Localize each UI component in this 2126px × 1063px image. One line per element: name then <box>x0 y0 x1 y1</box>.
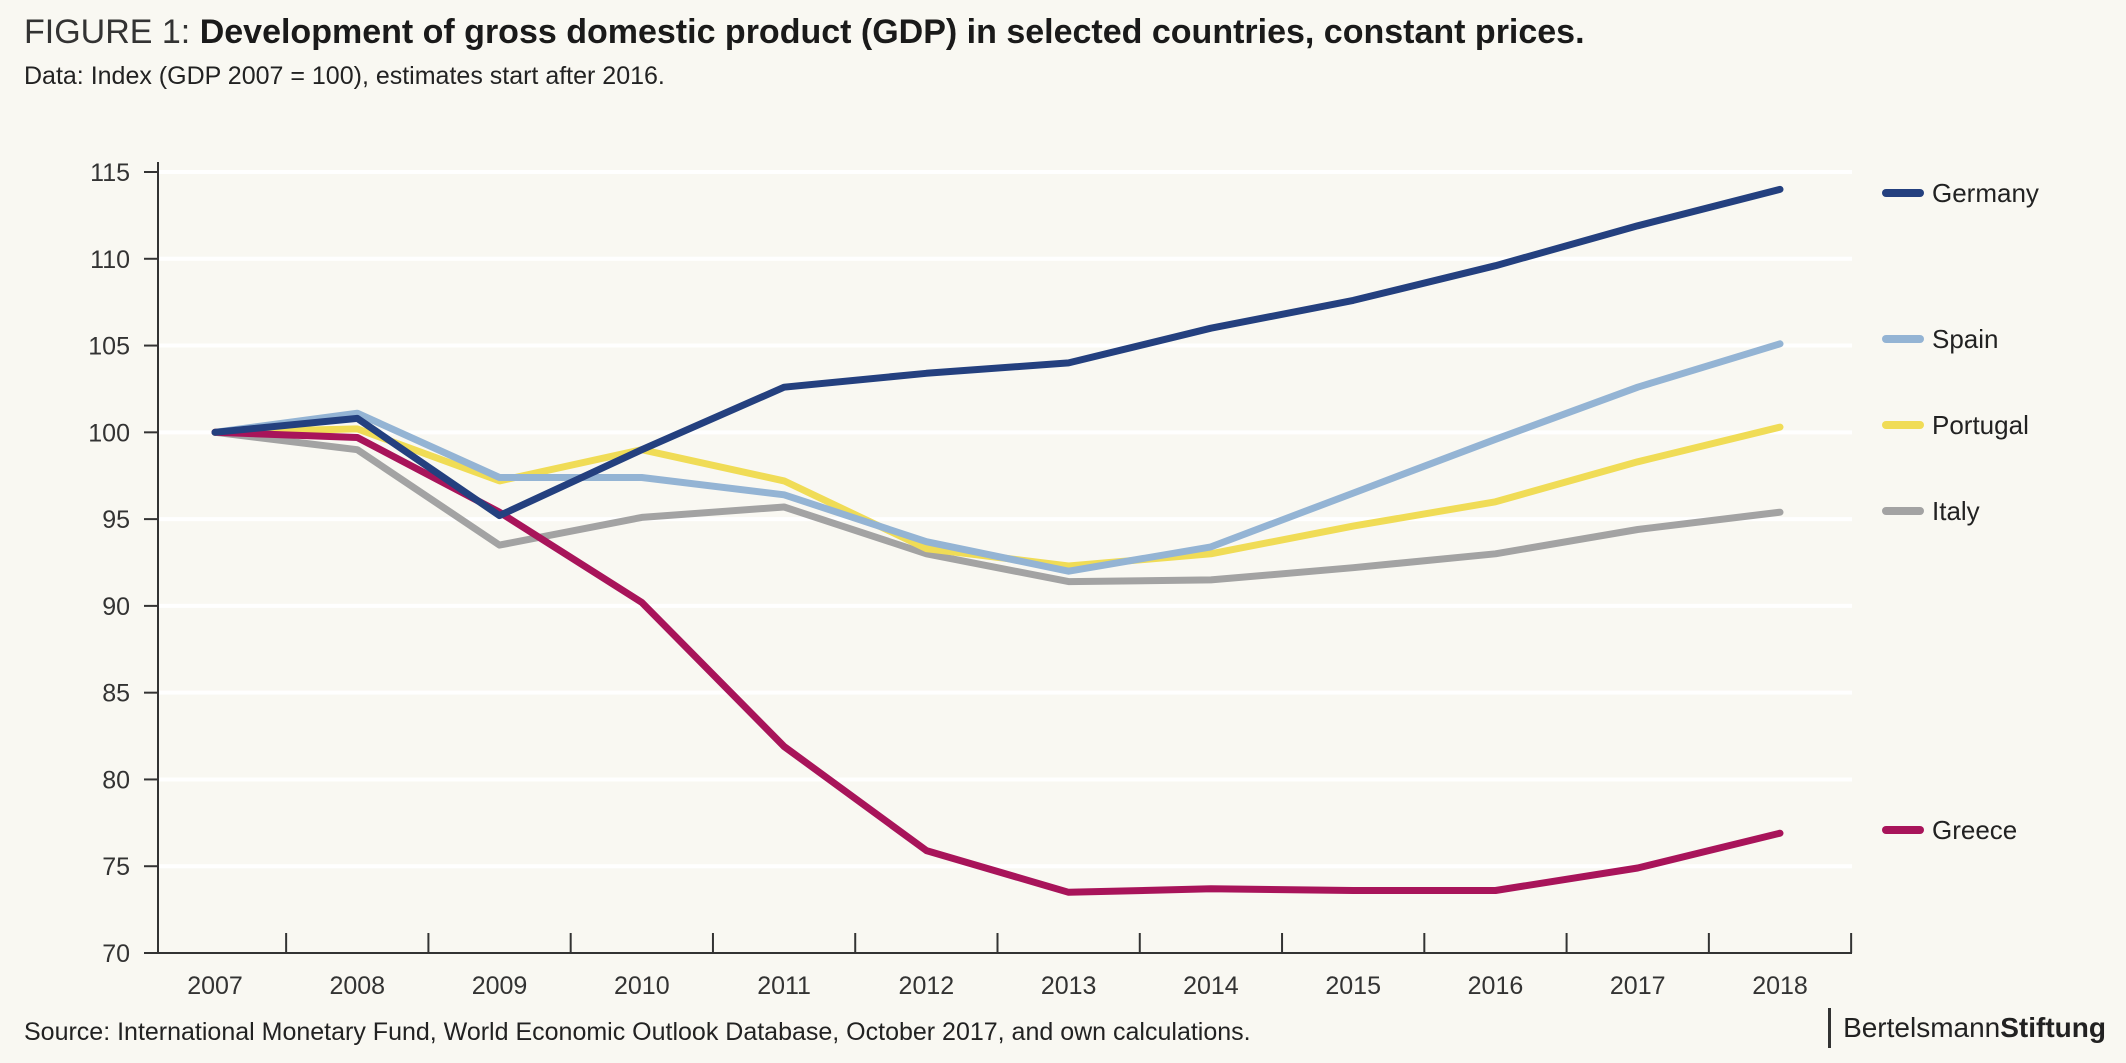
legend: Germany Spain Portugal Italy Greece <box>1882 178 2039 845</box>
x-tick-label-2015: 2015 <box>1325 972 1381 1000</box>
brand-part2: Stiftung <box>2000 1012 2106 1043</box>
brand-part1: Bertelsmann <box>1843 1012 2001 1043</box>
figure-prefix: FIGURE 1: <box>24 13 191 51</box>
y-tick-label-80: 80 <box>102 766 130 794</box>
y-tick-label-110: 110 <box>90 246 130 274</box>
figure-title: FIGURE 1: Development of gross domestic … <box>24 10 1585 54</box>
y-tick-label-70: 70 <box>102 940 130 968</box>
x-tick-label-2016: 2016 <box>1468 972 1524 1000</box>
y-tick-label-85: 85 <box>102 680 130 708</box>
y-tick-label-100: 100 <box>88 419 130 447</box>
series-line-greece <box>211 428 1784 896</box>
x-tick-label-2008: 2008 <box>329 972 385 1000</box>
x-tick-label-2010: 2010 <box>614 972 670 1000</box>
x-tick-label-2017: 2017 <box>1610 972 1666 1000</box>
legend-label-portugal: Portugal <box>1932 410 2029 440</box>
x-tick-label-2009: 2009 <box>472 972 528 1000</box>
legend-label-italy: Italy <box>1932 496 1980 526</box>
axes: 70 75 80 85 90 95 100 105 110 115 2007 2008 2009 2010… <box>88 159 1853 1000</box>
legend-label-germany: Germany <box>1932 178 2039 208</box>
y-tick-label-115: 115 <box>90 159 130 187</box>
source-note: Source: International Monetary Fund, Wor… <box>24 1018 1251 1046</box>
series-lines <box>211 185 1784 896</box>
x-tick-label-2011: 2011 <box>757 972 811 1000</box>
x-tick-label-2013: 2013 <box>1041 972 1097 1000</box>
x-tick-label-2007: 2007 <box>187 972 243 1000</box>
x-tick-label-2014: 2014 <box>1183 972 1239 1000</box>
figure-title-text: Development of gross domestic product (G… <box>199 13 1585 51</box>
legend-label-greece: Greece <box>1932 815 2017 845</box>
x-tick-label-2018: 2018 <box>1752 972 1808 1000</box>
y-tick-label-90: 90 <box>102 593 130 621</box>
y-tick-label-105: 105 <box>88 333 130 361</box>
figure-subtitle: Data: Index (GDP 2007 = 100), estimates … <box>24 62 665 90</box>
legend-label-spain: Spain <box>1932 324 1999 354</box>
line-chart: 70 75 80 85 90 95 100 105 110 115 2007 2008 2009 2010… <box>88 159 2039 1000</box>
series-line-germany <box>211 185 1784 520</box>
brand-logo: Bertelsmann Stiftung <box>1828 1008 2106 1048</box>
series-line-spain <box>211 340 1784 575</box>
y-tick-label-75: 75 <box>102 853 130 881</box>
y-tick-label-95: 95 <box>102 506 130 534</box>
grid-lines <box>158 170 1852 869</box>
x-tick-label-2012: 2012 <box>899 972 955 1000</box>
series-line-italy <box>211 428 1784 586</box>
